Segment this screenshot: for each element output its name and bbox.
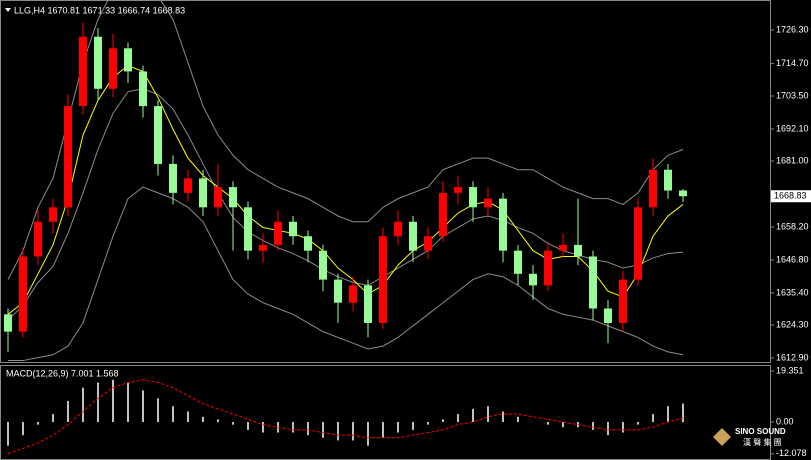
chart-title: LLG,H4 1670.81 1671.33 1666.74 1668.83 [14, 5, 185, 15]
macd-plot [7, 379, 684, 455]
candle-body [604, 308, 612, 323]
candle-body [454, 187, 462, 193]
main-frame [0, 0, 771, 363]
candle-body [574, 244, 582, 257]
candle-body [664, 169, 672, 191]
axes: 1612.90 1624.30 1635.40 1646.80 1658.20 1681.… [770, 24, 811, 458]
logo-subtext: 漢 聲 集 團 [743, 437, 782, 447]
y-tick-label: 1646.80 [776, 254, 809, 264]
y-tick-label: 1612.90 [776, 352, 809, 362]
y-tick-label: 1624.30 [776, 319, 809, 329]
y-tick-label: -12.078 [776, 448, 807, 458]
candle-body [379, 236, 387, 323]
candle-body [274, 221, 282, 245]
candle-body [244, 207, 252, 251]
candle-body [439, 192, 447, 237]
indicator-line [7, 1, 684, 280]
candle-body [154, 106, 162, 164]
candle-body [679, 190, 687, 197]
candle-body [544, 250, 552, 286]
candle-body [484, 198, 492, 208]
indicator-line [8, 186, 684, 362]
candle-body [139, 71, 147, 107]
macd-title: MACD(12,26,9) 7.001 1.568 [6, 368, 119, 378]
candle-body [559, 244, 567, 251]
candle-body [304, 236, 312, 251]
menu-arrow[interactable] [5, 8, 11, 12]
candle-body [229, 187, 237, 208]
candle-body [94, 36, 102, 89]
candle-body [124, 48, 132, 72]
candle-body [199, 178, 207, 208]
candle-body [424, 236, 432, 251]
candle-body [334, 279, 342, 303]
candle-body [214, 187, 222, 208]
candle-body [394, 221, 402, 237]
y-tick-label: 19.351 [776, 365, 804, 375]
candle-body [499, 198, 507, 251]
last-price-label: 1668.83 [774, 191, 807, 201]
y-tick-label: 1635.40 [776, 287, 809, 297]
candle-body [64, 106, 72, 208]
candle-body [259, 244, 267, 251]
candle-body [589, 256, 597, 309]
y-tick-label: 1692.10 [776, 123, 809, 133]
candle-body [649, 169, 657, 208]
y-tick-label: 1681.00 [776, 155, 809, 165]
candle-body [529, 273, 537, 286]
candle-body [349, 285, 357, 303]
candle-body [79, 36, 87, 107]
candle-body [184, 178, 192, 193]
y-tick-label: 1658.20 [776, 221, 809, 231]
candle-body [514, 250, 522, 274]
candle-body [619, 279, 627, 323]
candle-body [634, 207, 642, 280]
logo-text: SINO SOUND [735, 427, 786, 436]
logo-icon [713, 428, 731, 446]
candle-body [169, 163, 177, 193]
candle-body [409, 221, 417, 251]
candle-body [319, 250, 327, 280]
candle-body [34, 221, 42, 257]
macd-frame [0, 365, 771, 460]
indicator-line [7, 88, 684, 321]
main-plot [4, 1, 687, 362]
indicator-line [7, 65, 684, 315]
candle-body [289, 221, 297, 237]
candle-body [19, 256, 27, 332]
y-tick-label: 0.00 [776, 416, 794, 426]
candle-body [4, 314, 12, 332]
candle-body [109, 48, 117, 89]
logo: SINO SOUND 漢 聲 集 團 [713, 427, 786, 447]
y-tick-label: 1726.30 [776, 24, 809, 34]
y-tick-label: 1714.70 [776, 58, 809, 68]
candle-body [49, 207, 57, 222]
last-price-box [771, 190, 811, 203]
y-tick-label: 1703.50 [776, 90, 809, 100]
candle-body [364, 285, 372, 323]
signal-line [7, 379, 684, 455]
candle-body [469, 187, 477, 208]
